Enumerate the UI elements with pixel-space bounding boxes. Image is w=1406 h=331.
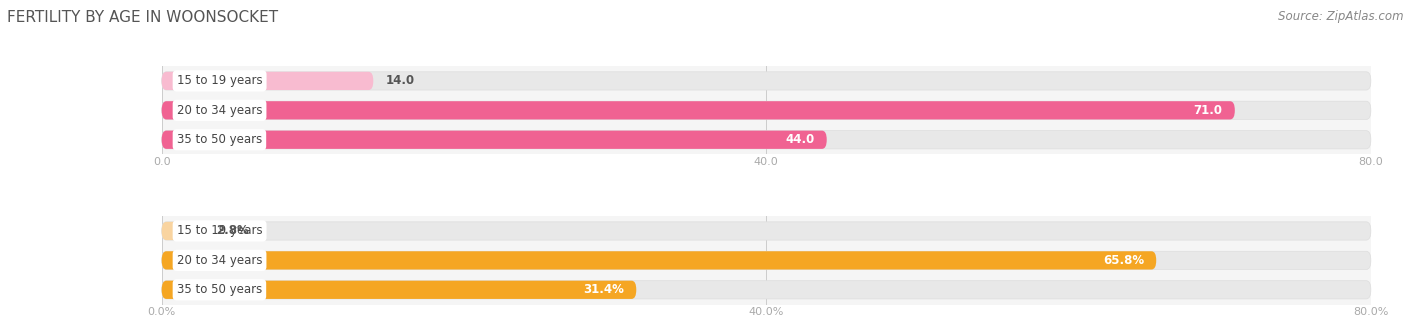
Text: 15 to 19 years: 15 to 19 years: [177, 224, 263, 237]
Text: 35 to 50 years: 35 to 50 years: [177, 133, 262, 146]
FancyBboxPatch shape: [162, 72, 374, 90]
Text: 20 to 34 years: 20 to 34 years: [177, 254, 263, 267]
FancyBboxPatch shape: [162, 251, 1156, 269]
FancyBboxPatch shape: [162, 101, 1371, 119]
FancyBboxPatch shape: [162, 131, 827, 149]
FancyBboxPatch shape: [162, 72, 1371, 90]
FancyBboxPatch shape: [162, 222, 204, 240]
Text: 20 to 34 years: 20 to 34 years: [177, 104, 263, 117]
FancyBboxPatch shape: [162, 222, 1371, 240]
Text: Source: ZipAtlas.com: Source: ZipAtlas.com: [1278, 10, 1403, 23]
Text: 2.8%: 2.8%: [217, 224, 249, 237]
Text: 14.0: 14.0: [385, 74, 415, 87]
Text: 15 to 19 years: 15 to 19 years: [177, 74, 263, 87]
Text: FERTILITY BY AGE IN WOONSOCKET: FERTILITY BY AGE IN WOONSOCKET: [7, 10, 278, 25]
Text: 44.0: 44.0: [786, 133, 814, 146]
FancyBboxPatch shape: [162, 281, 637, 299]
FancyBboxPatch shape: [162, 281, 1371, 299]
FancyBboxPatch shape: [162, 131, 1371, 149]
Text: 35 to 50 years: 35 to 50 years: [177, 283, 262, 296]
FancyBboxPatch shape: [162, 251, 1371, 269]
Text: 71.0: 71.0: [1194, 104, 1223, 117]
Text: 65.8%: 65.8%: [1104, 254, 1144, 267]
FancyBboxPatch shape: [162, 101, 1234, 119]
Text: 31.4%: 31.4%: [583, 283, 624, 296]
